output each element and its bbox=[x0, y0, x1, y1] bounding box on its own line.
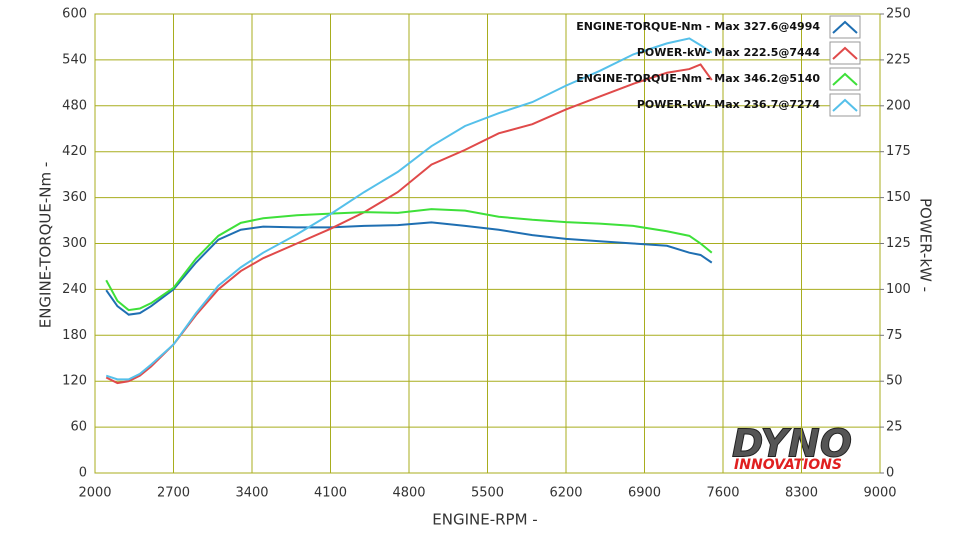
x-tick-label: 6900 bbox=[628, 486, 661, 501]
y2-tick-label: 50 bbox=[886, 374, 903, 389]
legend-swatch bbox=[832, 72, 858, 86]
logo-subtext: INNOVATIONS bbox=[734, 457, 842, 473]
y-tick-label: 300 bbox=[62, 236, 87, 251]
x-tick-label: 8300 bbox=[785, 486, 818, 501]
x-tick-label: 4800 bbox=[392, 486, 425, 501]
y-tick-label: 180 bbox=[62, 328, 87, 343]
legend-label: ENGINE-TORQUE-Nm - Max 327.6@4994 bbox=[576, 20, 820, 33]
x-tick-label: 5500 bbox=[471, 486, 504, 501]
legend-box bbox=[829, 41, 861, 65]
x-tick-label: 7600 bbox=[706, 486, 739, 501]
x-tick-label: 3400 bbox=[235, 486, 268, 501]
legend-label: ENGINE-TORQUE-Nm - Max 346.2@5140 bbox=[576, 72, 820, 85]
y-tick-label: 540 bbox=[62, 52, 87, 67]
legend-swatch bbox=[832, 46, 858, 60]
y-tick-label: 60 bbox=[70, 420, 87, 435]
legend-label: POWER-kW- Max 236.7@7274 bbox=[637, 98, 820, 111]
y2-tick-label: 250 bbox=[886, 7, 911, 22]
legend-label: POWER-kW- Max 222.5@7444 bbox=[637, 46, 820, 59]
x-tick-label: 2000 bbox=[78, 486, 111, 501]
legend-swatch bbox=[832, 98, 858, 112]
legend-box bbox=[829, 15, 861, 39]
x-axis-label: ENGINE-RPM - bbox=[432, 511, 537, 529]
y2-tick-label: 150 bbox=[886, 190, 911, 205]
legend-box bbox=[829, 67, 861, 91]
y-tick-label: 240 bbox=[62, 282, 87, 297]
y2-tick-label: 200 bbox=[886, 98, 911, 113]
y-tick-label: 480 bbox=[62, 98, 87, 113]
series-line bbox=[105, 37, 713, 381]
y2-axis-label: POWER-kW - bbox=[917, 198, 935, 292]
y2-tick-label: 0 bbox=[886, 466, 894, 481]
legend-swatch bbox=[832, 20, 858, 34]
y2-tick-label: 175 bbox=[886, 144, 911, 159]
series-line bbox=[105, 221, 713, 316]
logo-text: DYNO bbox=[732, 422, 852, 466]
y2-tick-label: 100 bbox=[886, 282, 911, 297]
series-line bbox=[105, 208, 713, 312]
y2-tick-label: 225 bbox=[886, 52, 911, 67]
x-tick-label: 6200 bbox=[549, 486, 582, 501]
legend-box bbox=[829, 93, 861, 117]
x-tick-label: 9000 bbox=[863, 486, 896, 501]
y-axis-label: ENGINE-TORQUE-Nm - bbox=[37, 162, 55, 329]
x-tick-label: 4100 bbox=[314, 486, 347, 501]
x-tick-label: 2700 bbox=[157, 486, 190, 501]
y2-tick-label: 125 bbox=[886, 236, 911, 251]
y-tick-label: 360 bbox=[62, 190, 87, 205]
y-tick-label: 600 bbox=[62, 7, 87, 22]
y2-tick-label: 75 bbox=[886, 328, 903, 343]
y-tick-label: 420 bbox=[62, 144, 87, 159]
y-tick-label: 120 bbox=[62, 374, 87, 389]
y2-tick-label: 25 bbox=[886, 420, 903, 435]
y-tick-label: 0 bbox=[79, 466, 87, 481]
